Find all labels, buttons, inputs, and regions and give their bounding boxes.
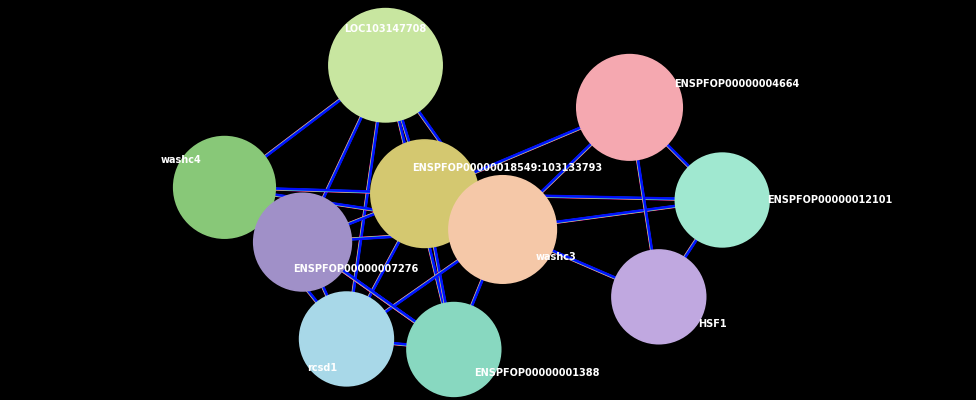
Text: washc4: washc4 — [160, 155, 201, 165]
Ellipse shape — [407, 303, 501, 396]
Text: washc3: washc3 — [536, 252, 577, 262]
Text: HSF1: HSF1 — [698, 319, 727, 329]
Text: ENSPFOP00000001388: ENSPFOP00000001388 — [474, 368, 599, 378]
Text: ENSPFOP00000007276: ENSPFOP00000007276 — [294, 264, 419, 274]
Ellipse shape — [371, 140, 478, 247]
Text: LOC103147708: LOC103147708 — [345, 24, 427, 34]
Text: rcsd1: rcsd1 — [307, 362, 337, 372]
Ellipse shape — [612, 250, 706, 344]
Text: ENSPFOP00000018549:103133793: ENSPFOP00000018549:103133793 — [413, 164, 602, 174]
Text: ENSPFOP00000012101: ENSPFOP00000012101 — [767, 195, 892, 205]
Ellipse shape — [329, 9, 442, 122]
Ellipse shape — [300, 292, 393, 386]
Text: ENSPFOP00000004664: ENSPFOP00000004664 — [674, 79, 799, 89]
Ellipse shape — [449, 176, 556, 283]
Ellipse shape — [577, 55, 682, 160]
Ellipse shape — [675, 153, 769, 247]
Ellipse shape — [174, 137, 275, 238]
Ellipse shape — [254, 193, 351, 291]
